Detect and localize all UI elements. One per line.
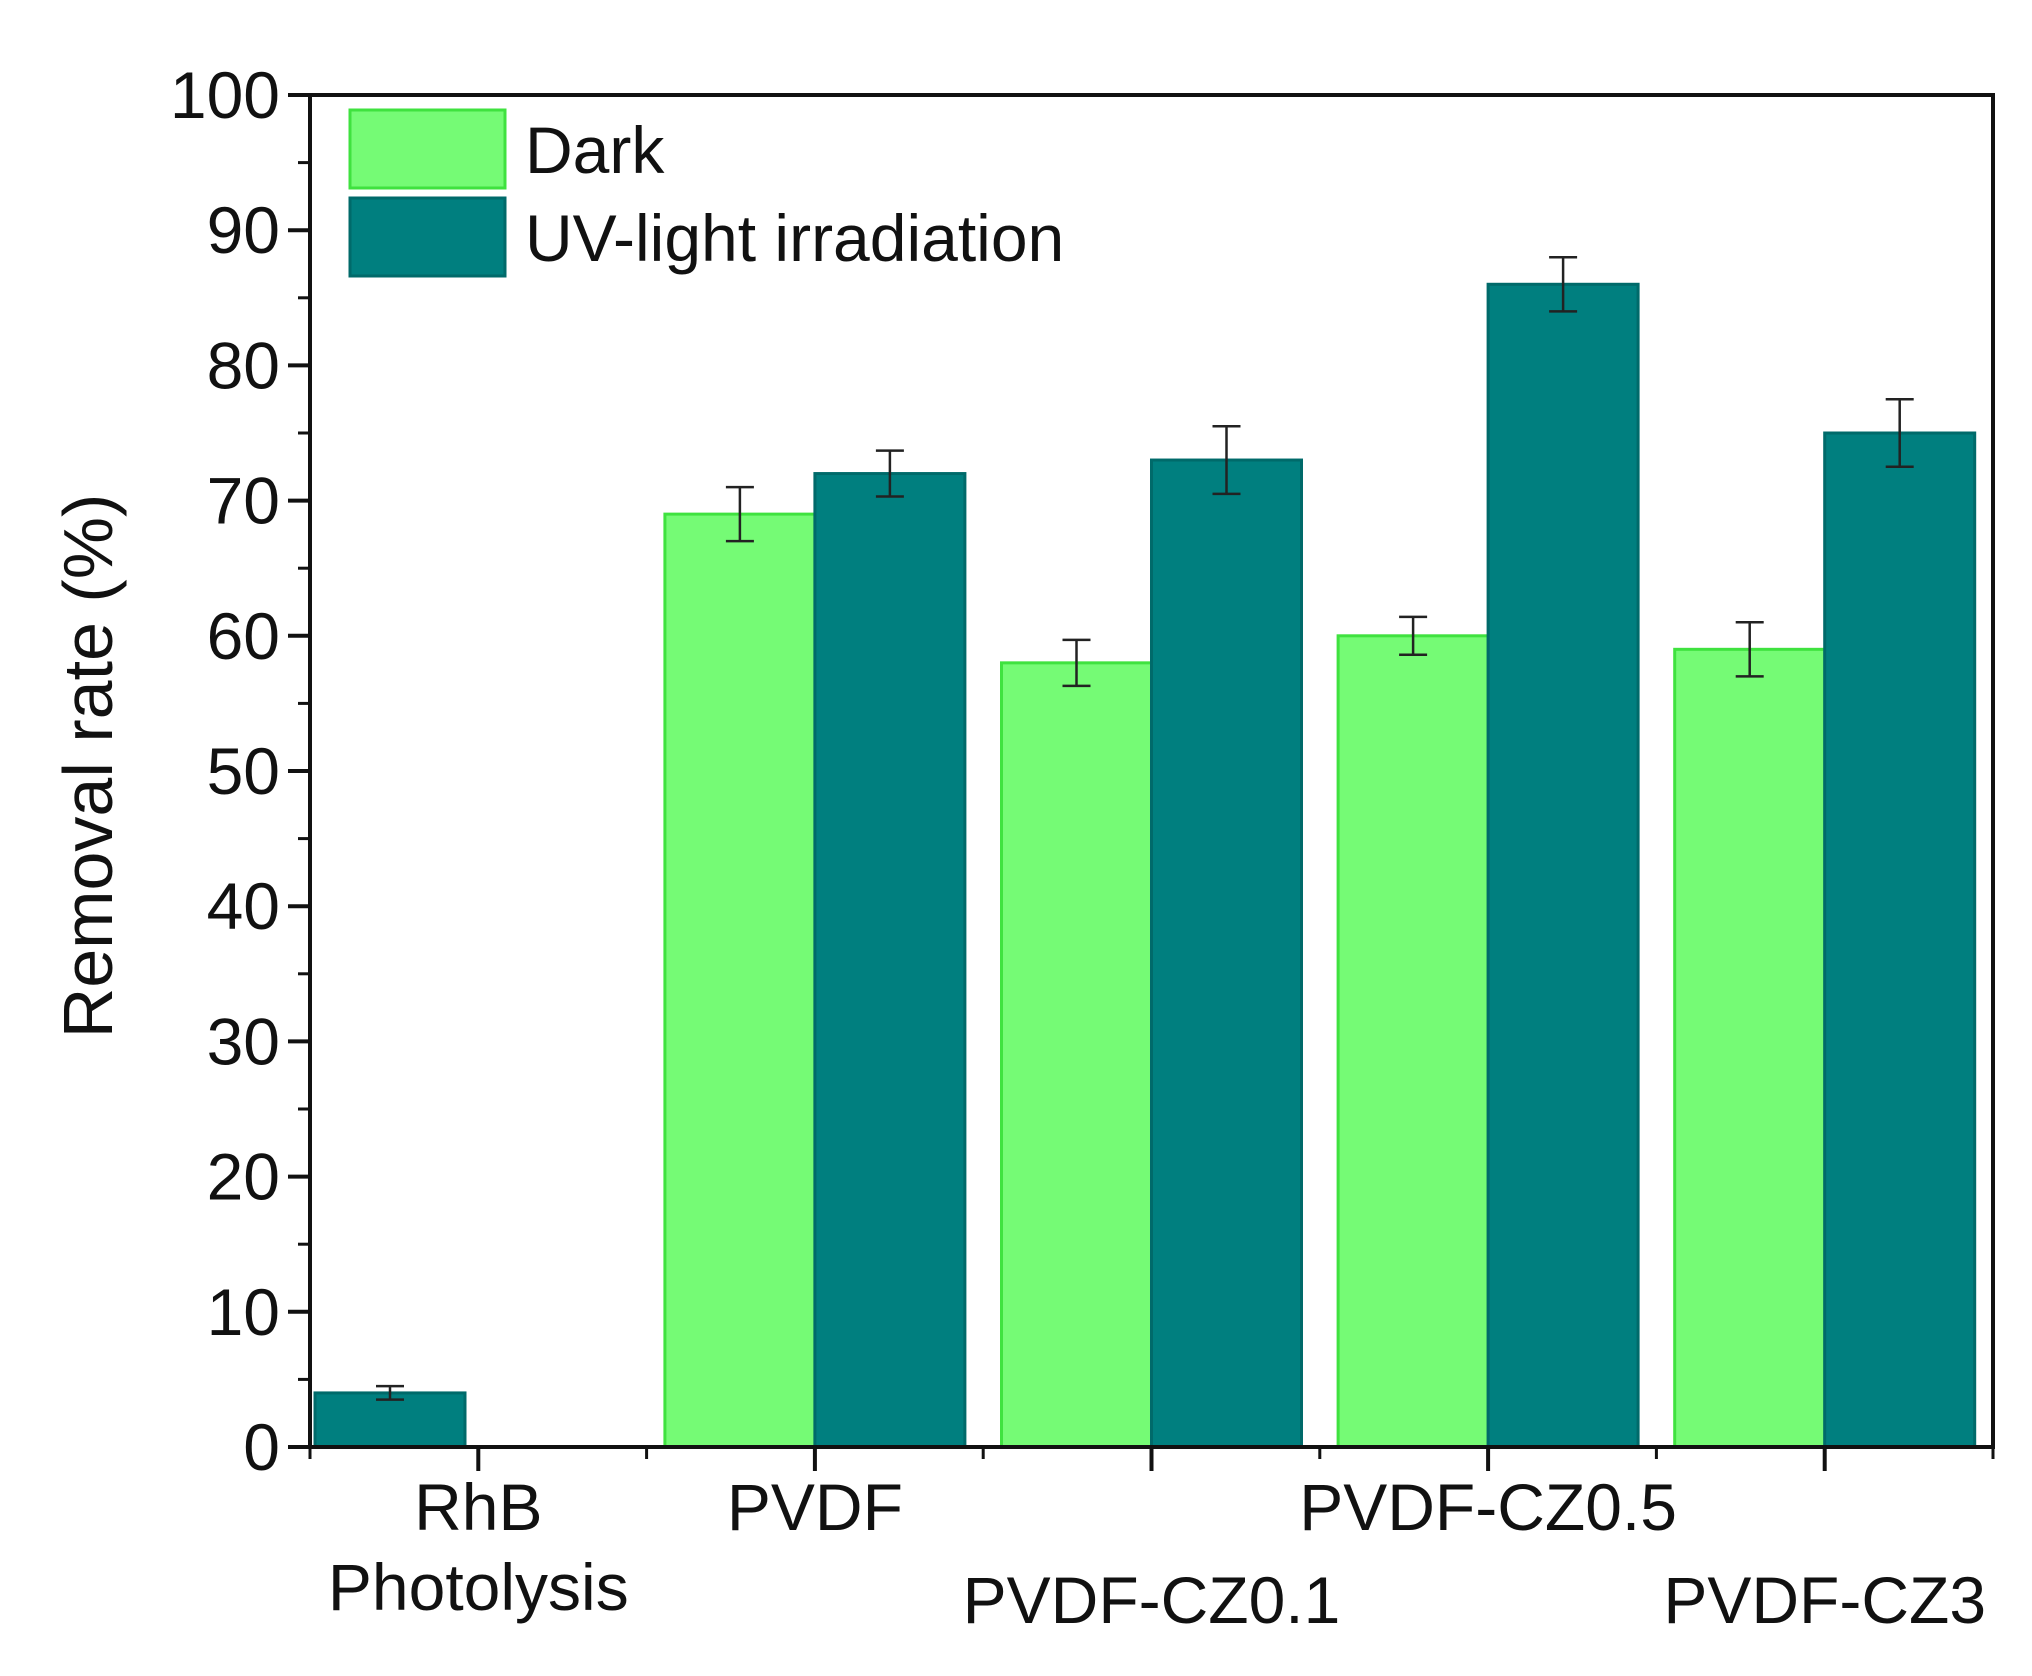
bar-dark xyxy=(1673,647,1827,1449)
bar-dark xyxy=(1000,661,1153,1449)
legend-label: UV-light irradiation xyxy=(525,201,1064,275)
x-category-label: Photolysis xyxy=(328,1550,629,1624)
y-tick-label: 40 xyxy=(207,869,280,943)
x-category-label: PVDF-CZ0.5 xyxy=(1299,1470,1677,1544)
y-tick-label: 100 xyxy=(170,58,280,132)
y-axis: 0 10 20 30 40 50 60 70 80 90 100 xyxy=(170,58,310,1484)
x-category-label: PVDF xyxy=(727,1470,903,1544)
error-bars-layer xyxy=(376,255,1914,1401)
bar-uv xyxy=(1486,282,1640,1449)
legend-label: Dark xyxy=(525,113,665,187)
y-tick-label: 90 xyxy=(207,193,280,267)
y-tick-label: 80 xyxy=(207,328,280,402)
x-category-label: PVDF-CZ3 xyxy=(1663,1563,1986,1637)
bar-dark xyxy=(1336,634,1490,1449)
legend-swatch-dark xyxy=(348,108,507,190)
bar-uv xyxy=(1823,431,1977,1449)
y-tick-label: 10 xyxy=(207,1275,280,1349)
y-tick-label: 30 xyxy=(207,1004,280,1078)
y-tick-label: 0 xyxy=(243,1410,280,1484)
legend: Dark UV-light irradiation xyxy=(348,108,1064,278)
y-tick-label: 20 xyxy=(207,1140,280,1214)
bar-dark xyxy=(663,512,817,1449)
y-tick-label: 50 xyxy=(207,734,280,808)
y-tick-label: 60 xyxy=(207,599,280,673)
legend-swatch-uv xyxy=(348,196,507,278)
x-category-label: RhB xyxy=(414,1470,542,1544)
y-tick-label: 70 xyxy=(207,464,280,538)
bar-uv xyxy=(313,1391,467,1449)
y-axis-title: Removal rate (%) xyxy=(49,494,127,1039)
x-category-label: PVDF-CZ0.1 xyxy=(963,1563,1341,1637)
bars-layer xyxy=(313,282,1977,1449)
bar-uv xyxy=(1150,458,1303,1449)
bar-uv xyxy=(813,472,967,1449)
